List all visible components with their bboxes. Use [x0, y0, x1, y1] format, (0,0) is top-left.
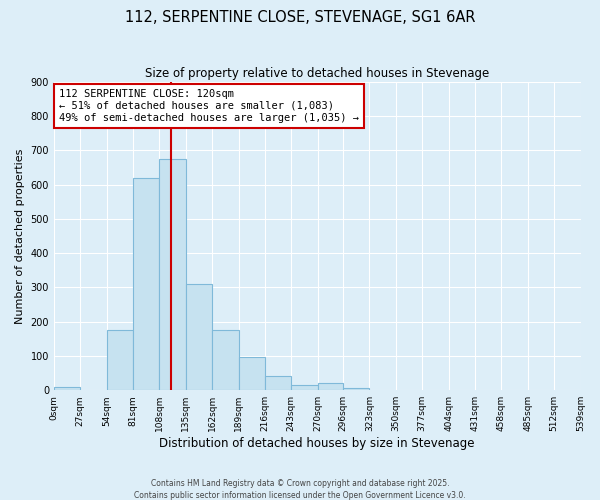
Bar	[317, 384, 343, 390]
Title: Size of property relative to detached houses in Stevenage: Size of property relative to detached ho…	[145, 68, 490, 80]
Text: Contains HM Land Registry data © Crown copyright and database right 2025.
Contai: Contains HM Land Registry data © Crown c…	[134, 478, 466, 500]
Bar	[343, 388, 370, 390]
Bar	[212, 330, 239, 390]
Bar	[54, 387, 80, 390]
Bar	[265, 376, 292, 390]
Text: 112 SERPENTINE CLOSE: 120sqm
← 51% of detached houses are smaller (1,083)
49% of: 112 SERPENTINE CLOSE: 120sqm ← 51% of de…	[59, 90, 359, 122]
Y-axis label: Number of detached properties: Number of detached properties	[15, 148, 25, 324]
Bar	[160, 159, 186, 390]
X-axis label: Distribution of detached houses by size in Stevenage: Distribution of detached houses by size …	[160, 437, 475, 450]
Bar	[239, 357, 265, 390]
Bar	[186, 284, 212, 390]
Bar	[107, 330, 133, 390]
Text: 112, SERPENTINE CLOSE, STEVENAGE, SG1 6AR: 112, SERPENTINE CLOSE, STEVENAGE, SG1 6A…	[125, 10, 475, 25]
Bar	[133, 178, 160, 390]
Bar	[292, 385, 317, 390]
